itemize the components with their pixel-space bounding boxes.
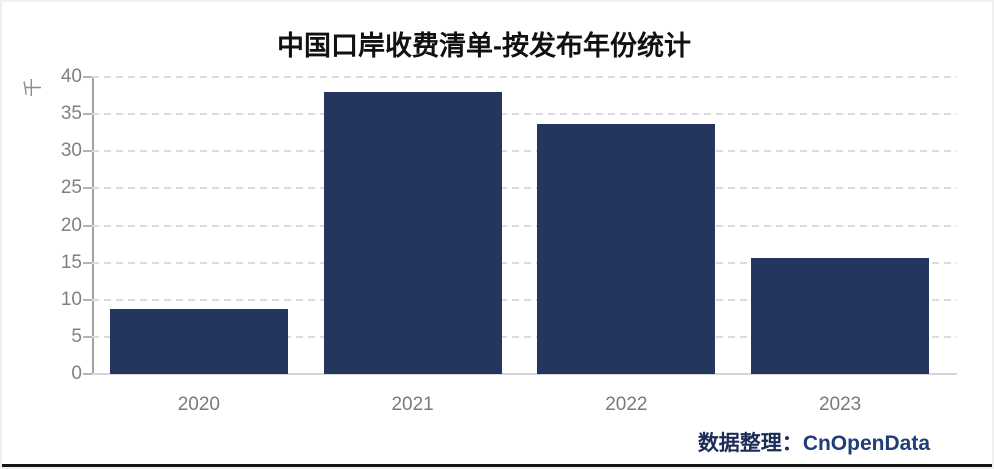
y-tick-label-40: 40 — [60, 66, 82, 87]
y-tick-label-20: 20 — [60, 214, 82, 236]
y-tick-mark-20 — [83, 224, 92, 227]
bottom-edge-line — [2, 464, 992, 467]
y-tick-label-30: 30 — [60, 140, 82, 162]
gridline-35 — [92, 113, 957, 116]
y-tick-label-10: 10 — [60, 288, 82, 310]
y-tick-label-35: 35 — [60, 103, 82, 125]
gridline-5 — [92, 335, 957, 338]
attribution-brand: CnOpenData — [802, 432, 930, 455]
y-tick-mark-5 — [83, 335, 92, 338]
gridline-40 — [92, 76, 957, 78]
y-tick-mark-10 — [83, 298, 92, 301]
y-tick-label-5: 5 — [71, 325, 82, 347]
bar-2020 — [109, 308, 288, 374]
bar-2022 — [537, 123, 716, 374]
y-tick-mark-15 — [83, 261, 92, 264]
gridline-10 — [92, 298, 957, 301]
gridline-25 — [92, 187, 957, 190]
x-tick-label-2021: 2021 — [391, 394, 434, 415]
bar-2023 — [751, 258, 930, 374]
y-tick-label-25: 25 — [60, 177, 82, 199]
y-tick-label-15: 15 — [60, 251, 82, 273]
y-tick-mark-40 — [83, 76, 92, 78]
x-tick-label-2022: 2022 — [605, 394, 648, 415]
plot-area: 0 5 10 15 20 25 30 35 40 — [61, 66, 957, 384]
attribution: 数据整理：CnOpenData — [698, 427, 930, 457]
chart-title: 中国口岸收费清单-按发布年份统计 — [277, 31, 691, 61]
y-tick-mark-0 — [83, 373, 92, 375]
y-tick-mark-25 — [83, 187, 92, 190]
gridline-20 — [92, 224, 957, 227]
y-tick-mark-30 — [83, 150, 92, 153]
gridline-15 — [92, 261, 957, 264]
x-tick-label-2020: 2020 — [177, 394, 221, 415]
bar-2021 — [323, 91, 502, 374]
x-tick-label-2023: 2023 — [818, 394, 862, 415]
attribution-prefix: 数据整理： — [697, 432, 803, 455]
x-axis-baseline — [83, 373, 957, 375]
gridline-30 — [92, 150, 957, 153]
y-tick-label-0: 0 — [71, 363, 82, 384]
y-tick-mark-35 — [83, 113, 92, 116]
